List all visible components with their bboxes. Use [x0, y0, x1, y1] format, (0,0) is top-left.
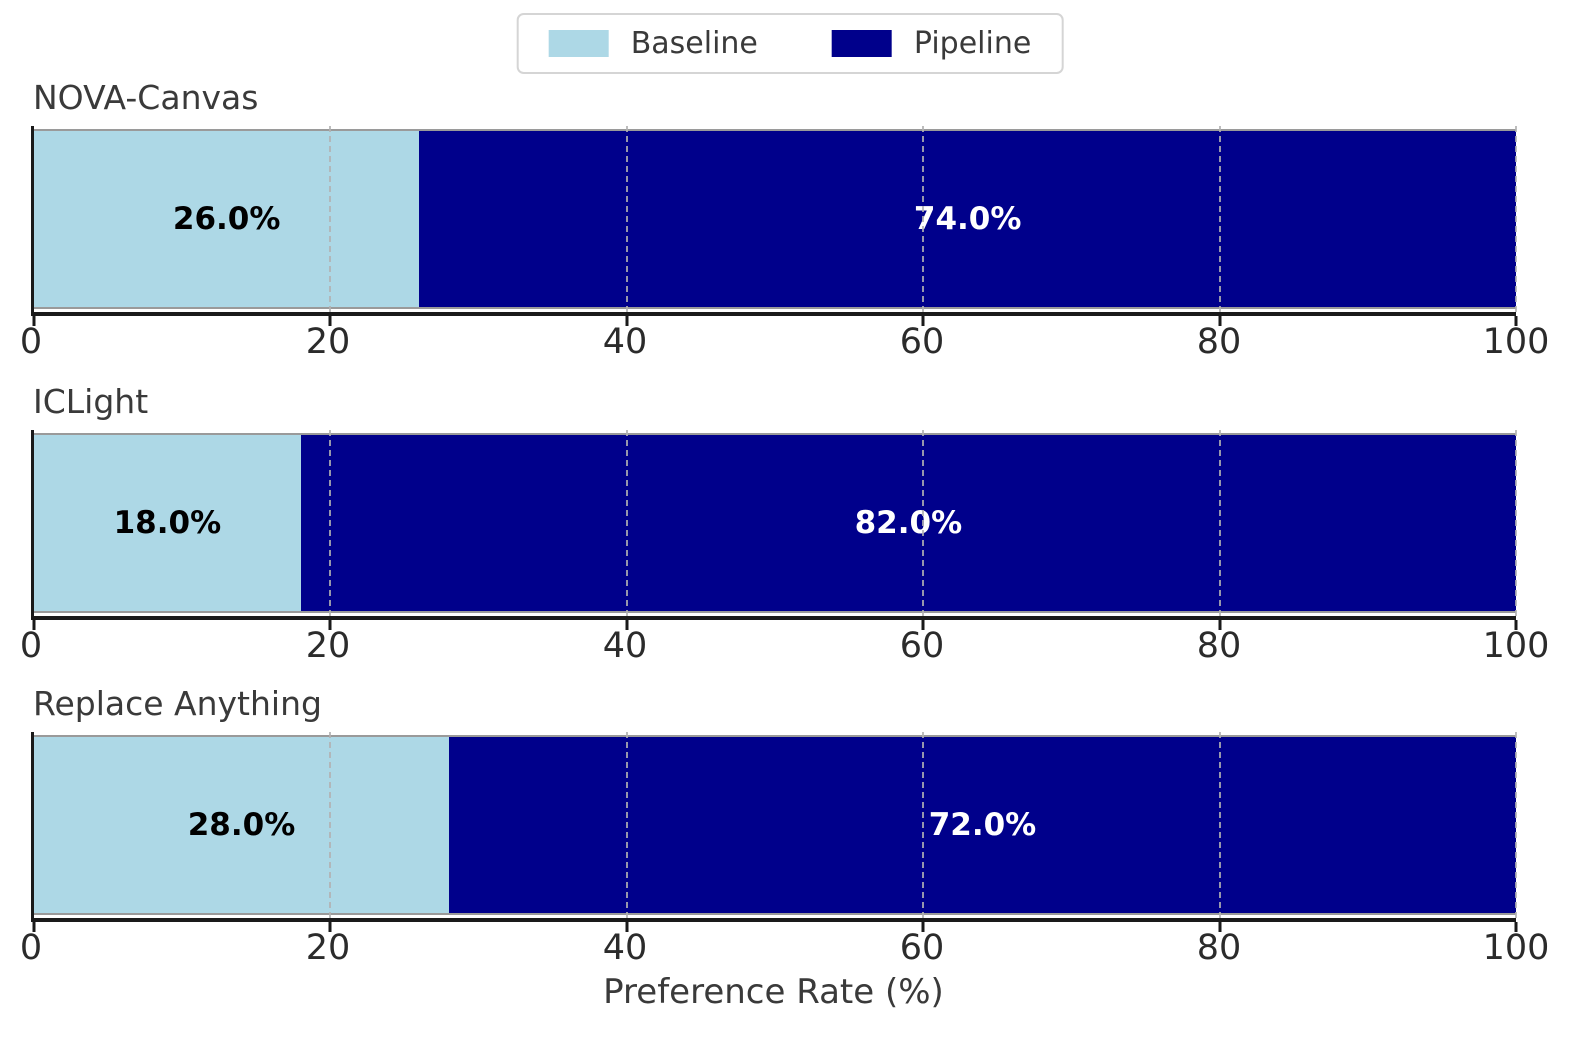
stacked-bar: 28.0% 72.0%: [34, 735, 1516, 915]
x-tick-label: 20: [305, 626, 351, 666]
subplot-replace-anything: Replace Anything 28.0% 72.0% 0 20 40 60 80 10…: [20, 684, 1550, 984]
x-tick-label: 20: [305, 928, 351, 968]
x-tick-mark: [328, 620, 332, 630]
bar-value-label: 82.0%: [854, 505, 963, 541]
x-tick-mark: [1218, 620, 1222, 630]
x-tick-mark: [625, 620, 629, 630]
x-axis-label: Preference Rate (%): [603, 972, 944, 1012]
subplot-nova-canvas: NOVA-Canvas 26.0% 74.0% 0 20 40 60 80 100: [20, 78, 1550, 378]
bar-value-label: 72.0%: [928, 807, 1037, 843]
x-tick-marks: [32, 922, 1518, 932]
x-tick-mark: [1218, 316, 1222, 326]
plot-area: 28.0% 72.0%: [31, 732, 1518, 932]
bar-value-label: 26.0%: [172, 201, 281, 237]
x-tick-mark: [625, 922, 629, 932]
x-tick-mark: [625, 316, 629, 326]
x-tick-label: 40: [602, 322, 648, 362]
x-tick-mark: [921, 922, 925, 932]
legend-label-pipeline: Pipeline: [913, 26, 1032, 61]
x-tick-mark: [328, 922, 332, 932]
x-tick-label: 0: [19, 322, 43, 362]
x-tick-label: 0: [19, 626, 43, 666]
bar-segment-pipeline: 72.0%: [448, 737, 1516, 913]
x-tick-label: 40: [602, 626, 648, 666]
bar-segment-baseline: 18.0%: [34, 435, 301, 611]
bar-segment-pipeline: 74.0%: [419, 131, 1516, 307]
bar-value-label: 28.0%: [187, 807, 296, 843]
x-tick-label: 60: [899, 322, 945, 362]
x-tick-mark: [1218, 922, 1222, 932]
x-tick-label: 100: [1482, 928, 1550, 968]
x-tick-mark: [32, 922, 36, 932]
bar-value-label: 74.0%: [913, 201, 1022, 237]
x-tick-label: 80: [1196, 928, 1242, 968]
plot-area: 26.0% 74.0%: [31, 126, 1518, 326]
plot-area: 18.0% 82.0%: [31, 430, 1518, 630]
legend-label-baseline: Baseline: [630, 26, 758, 61]
x-tick-mark: [921, 620, 925, 630]
x-tick-mark: [32, 620, 36, 630]
subplot-title: ICLight: [33, 382, 149, 421]
x-tick-labels: 0 20 40 60 80 100: [20, 928, 1550, 972]
x-tick-label: 80: [1196, 322, 1242, 362]
x-tick-label: 80: [1196, 626, 1242, 666]
legend-entry-baseline: Baseline: [548, 26, 758, 61]
x-tick-mark: [328, 316, 332, 326]
x-tick-label: 40: [602, 928, 648, 968]
x-tick-label: 20: [305, 322, 351, 362]
x-tick-marks: [32, 316, 1518, 326]
bar-segment-pipeline: 82.0%: [300, 435, 1516, 611]
pipeline-swatch-icon: [831, 30, 892, 57]
x-tick-label: 100: [1482, 322, 1550, 362]
legend-entry-pipeline: Pipeline: [831, 26, 1032, 61]
x-tick-mark: [921, 316, 925, 326]
subplot-iclight: ICLight 18.0% 82.0% 0 20 40 60 80 100: [20, 382, 1550, 682]
subplot-title: NOVA-Canvas: [33, 78, 259, 117]
stacked-bar: 26.0% 74.0%: [34, 129, 1516, 309]
bar-segment-baseline: 28.0%: [34, 737, 449, 913]
x-tick-mark: [1514, 922, 1518, 932]
stacked-bar: 18.0% 82.0%: [34, 433, 1516, 613]
x-tick-labels: 0 20 40 60 80 100: [20, 626, 1550, 670]
baseline-swatch-icon: [548, 30, 609, 57]
legend: Baseline Pipeline: [516, 13, 1064, 74]
x-tick-label: 60: [899, 626, 945, 666]
x-tick-marks: [32, 620, 1518, 630]
bar-value-label: 18.0%: [113, 505, 222, 541]
x-tick-label: 0: [19, 928, 43, 968]
x-tick-mark: [1514, 620, 1518, 630]
subplot-title: Replace Anything: [33, 684, 322, 723]
x-tick-mark: [1514, 316, 1518, 326]
x-tick-labels: 0 20 40 60 80 100: [20, 322, 1550, 366]
x-tick-label: 100: [1482, 626, 1550, 666]
bar-segment-baseline: 26.0%: [34, 131, 420, 307]
x-tick-mark: [32, 316, 36, 326]
x-tick-label: 60: [899, 928, 945, 968]
